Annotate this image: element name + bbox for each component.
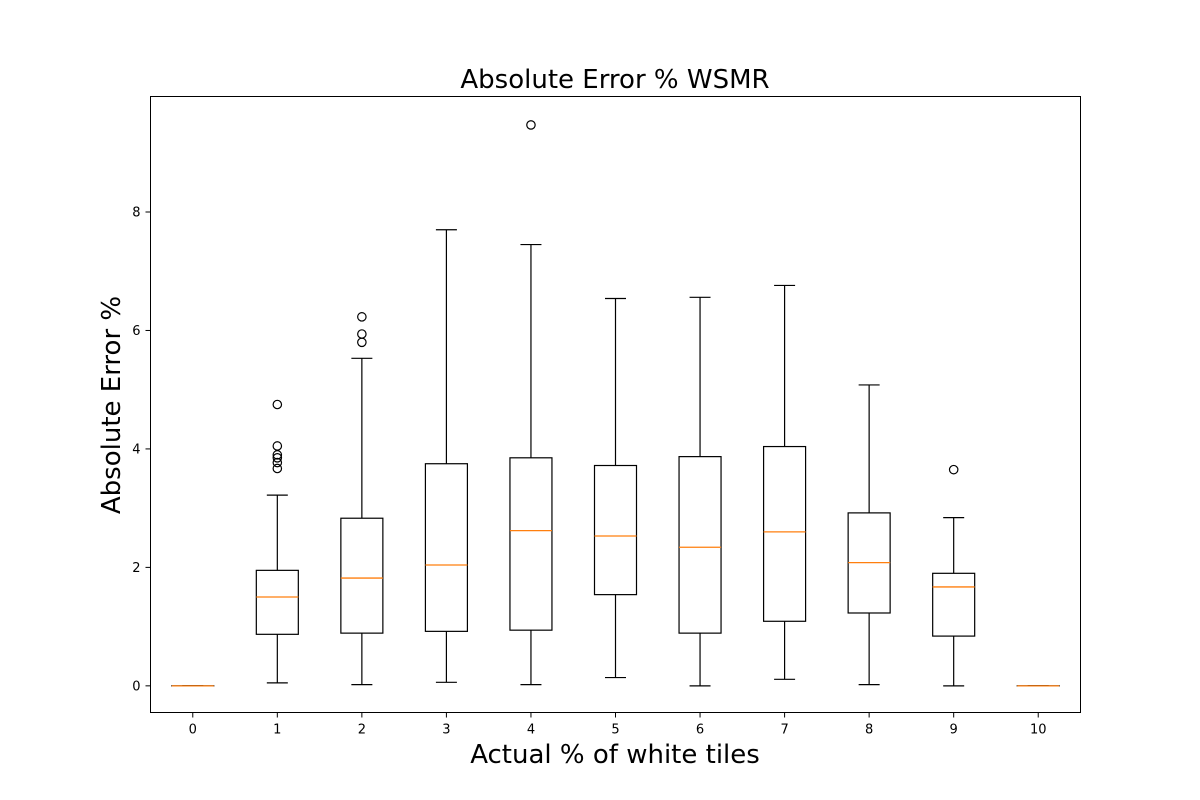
outlier-point <box>357 312 367 322</box>
iqr-box <box>762 445 807 622</box>
x-tick-label: 4 <box>527 723 535 738</box>
x-tick-label: 6 <box>696 723 704 738</box>
outlier-point <box>272 441 283 451</box>
x-tick-label: 8 <box>865 723 873 738</box>
iqr-box <box>593 464 638 596</box>
outlier-point <box>526 120 536 130</box>
outlier-point <box>272 453 283 463</box>
box-9 <box>932 464 976 687</box>
outlier-point <box>357 329 367 339</box>
x-tick-label: 7 <box>780 723 788 738</box>
y-axis-label: Absolute Error % <box>97 296 127 514</box>
x-tick-label: 2 <box>358 723 366 738</box>
box-8 <box>847 384 891 686</box>
outlier-point <box>357 337 367 348</box>
box-5 <box>593 297 638 679</box>
x-tick-label: 5 <box>611 723 619 738</box>
box-7 <box>762 284 807 680</box>
iqr-box <box>340 517 384 634</box>
iqr-box <box>678 456 722 634</box>
outlier-point <box>272 463 283 474</box>
outlier-point <box>272 457 283 468</box>
box-3 <box>424 229 469 683</box>
iqr-box <box>509 457 553 631</box>
x-tick-label: 3 <box>442 723 450 738</box>
x-tick-label: 10 <box>1030 723 1047 738</box>
y-tick-label: 0 <box>132 679 140 694</box>
box-4 <box>509 120 553 686</box>
x-tick-label: 9 <box>950 723 958 738</box>
x-tick-label: 0 <box>189 723 197 738</box>
iqr-box <box>424 463 469 632</box>
x-tick-label: 1 <box>273 723 281 738</box>
y-axis-ticks: 0 2 4 6 8 <box>132 206 151 694</box>
iqr-box <box>932 572 976 637</box>
x-axis-label: Actual % of white tiles <box>470 740 760 770</box>
y-tick-label: 4 <box>132 442 140 457</box>
y-tick-label: 6 <box>132 324 140 339</box>
box-6 <box>678 296 722 687</box>
box-2 <box>340 312 384 686</box>
outlier-point <box>272 399 283 410</box>
x-axis-ticks: 0 1 2 3 4 5 6 7 8 9 10 <box>189 712 1047 738</box>
y-tick-label: 8 <box>132 206 140 221</box>
boxes-group <box>171 120 1060 687</box>
iqr-box <box>255 569 299 635</box>
chart-title: Absolute Error % WSMR <box>460 65 769 95</box>
y-tick-label: 2 <box>132 561 140 576</box>
box-1 <box>255 399 299 684</box>
outlier-point <box>948 464 959 475</box>
